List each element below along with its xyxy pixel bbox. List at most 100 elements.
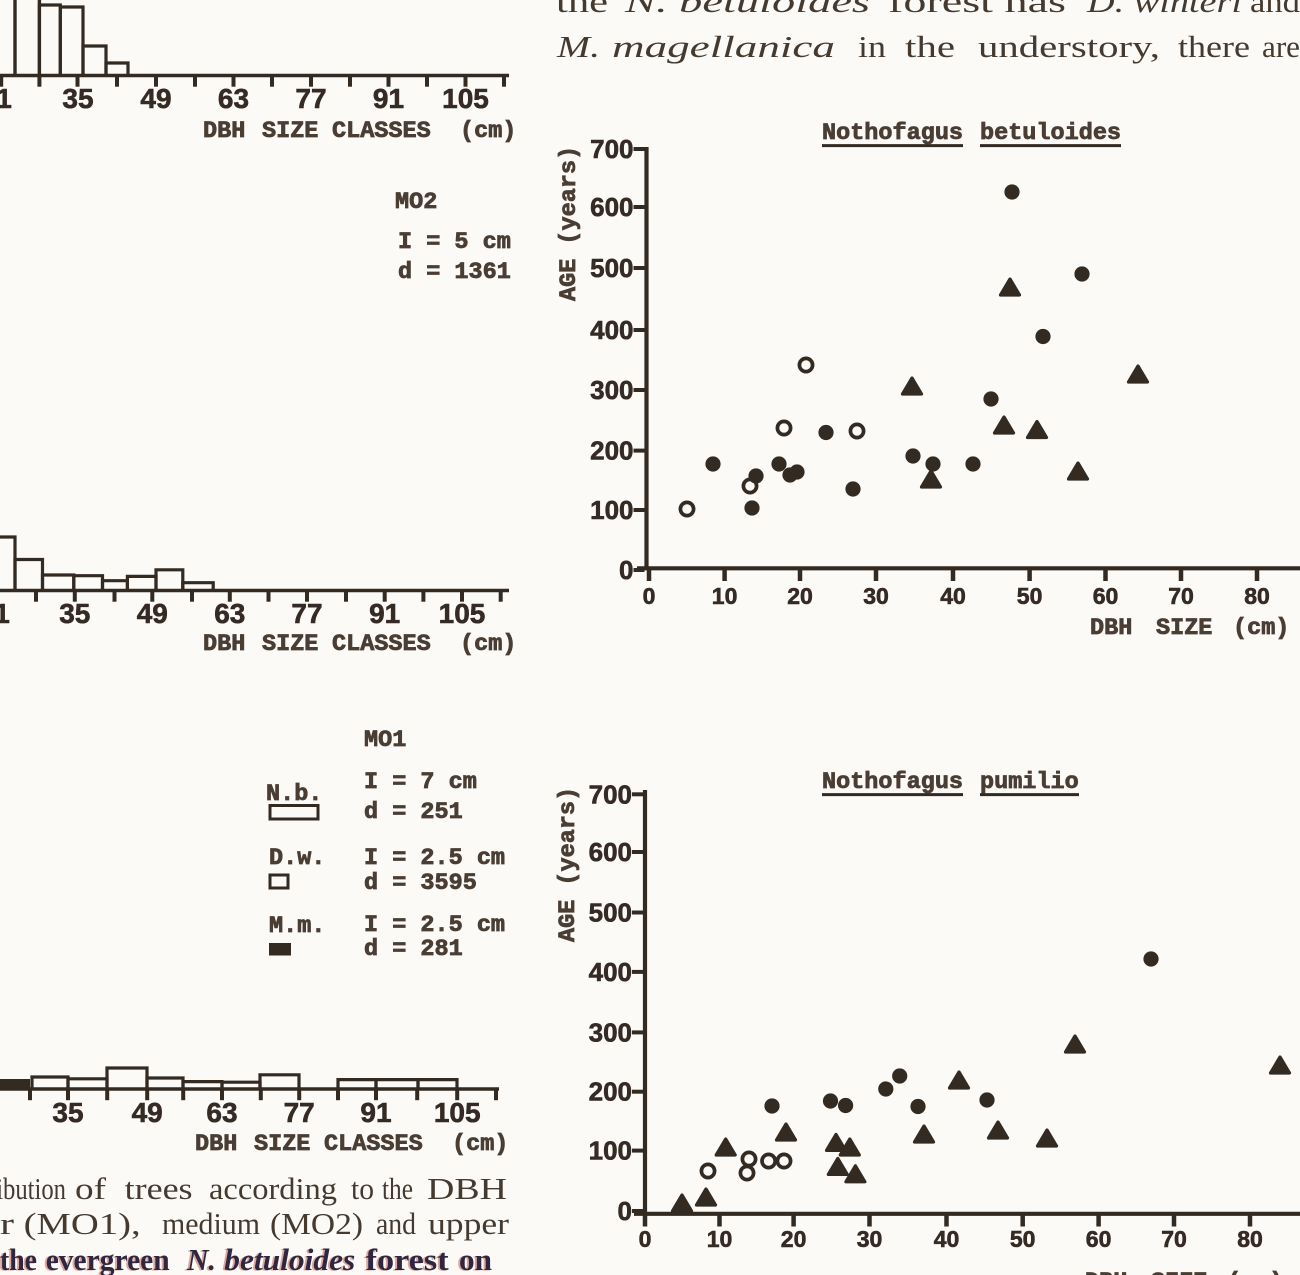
svg-text:CLASSES: CLASSES	[324, 1131, 423, 1158]
svg-text:pumilio: pumilio	[980, 769, 1079, 796]
svg-text:d = 251: d = 251	[364, 799, 463, 826]
svg-text:evergreen: evergreen	[46, 1242, 170, 1275]
svg-text:N.: N.	[184, 1243, 214, 1275]
svg-text:CLASSES: CLASSES	[332, 118, 431, 145]
svg-text:SIZE: SIZE	[1156, 615, 1212, 642]
svg-text:10: 10	[707, 1226, 733, 1252]
svg-text:SIZE: SIZE	[262, 631, 318, 658]
svg-text:600: 600	[589, 837, 632, 867]
svg-text:I = 2.5 cm: I = 2.5 cm	[364, 845, 505, 872]
svg-text:I = 5 cm: I = 5 cm	[398, 229, 511, 256]
svg-text:DBH: DBH	[203, 118, 245, 145]
svg-text:105: 105	[439, 598, 486, 629]
svg-text:0: 0	[619, 555, 633, 585]
svg-text:60: 60	[1086, 1226, 1112, 1252]
svg-text:63: 63	[214, 598, 245, 629]
svg-text:91: 91	[369, 598, 400, 629]
svg-text:60: 60	[1093, 583, 1119, 609]
svg-text:AGE (years): AGE (years)	[555, 787, 582, 942]
svg-text:30: 30	[857, 1226, 883, 1252]
svg-text:63: 63	[206, 1097, 237, 1128]
svg-text:MO1: MO1	[364, 727, 406, 754]
svg-text:91: 91	[360, 1097, 391, 1128]
svg-text:80: 80	[1244, 583, 1270, 609]
svg-text:N.b.: N.b.	[266, 781, 322, 808]
svg-text:in: in	[858, 29, 887, 64]
svg-text:I = 7 cm: I = 7 cm	[364, 769, 477, 796]
svg-text:91: 91	[373, 83, 404, 114]
svg-text:200: 200	[589, 1077, 632, 1107]
svg-text:300: 300	[589, 1017, 632, 1047]
svg-text:CLASSES: CLASSES	[332, 631, 431, 658]
svg-text:d = 281: d = 281	[364, 936, 463, 963]
svg-text:the: the	[556, 0, 608, 19]
svg-text:0: 0	[639, 1226, 652, 1252]
svg-text:70: 70	[1161, 1226, 1187, 1252]
svg-text:500: 500	[590, 253, 633, 283]
svg-text:N.: N.	[186, 1242, 216, 1275]
svg-text:77: 77	[291, 598, 322, 629]
svg-text:D.w.: D.w.	[269, 845, 325, 872]
svg-text:forest has: forest has	[888, 0, 1066, 19]
svg-text:according: according	[209, 1171, 337, 1206]
svg-text:M.m.: M.m.	[269, 913, 325, 940]
svg-text:AGE (years): AGE (years)	[556, 146, 583, 301]
svg-text:105: 105	[442, 83, 489, 114]
svg-text:100: 100	[590, 495, 633, 525]
svg-text:77: 77	[295, 83, 326, 114]
svg-text:of: of	[75, 1171, 107, 1206]
svg-text:SIZE: SIZE	[1151, 1269, 1207, 1275]
svg-text:35: 35	[52, 1097, 83, 1128]
svg-text:SIZE: SIZE	[262, 118, 318, 145]
svg-text:400: 400	[590, 315, 633, 345]
svg-text:63: 63	[218, 83, 249, 114]
svg-text:(MO2): (MO2)	[270, 1206, 363, 1241]
svg-text:35: 35	[59, 598, 90, 629]
svg-text:50: 50	[1017, 583, 1043, 609]
svg-text:evergreen: evergreen	[44, 1243, 168, 1275]
svg-text:betuloides: betuloides	[222, 1243, 353, 1275]
svg-text:forest: forest	[364, 1243, 448, 1275]
svg-text:40: 40	[940, 583, 966, 609]
svg-text:300: 300	[590, 375, 633, 405]
svg-text:700: 700	[590, 134, 633, 164]
svg-text:400: 400	[589, 957, 632, 987]
svg-text:there: there	[1178, 29, 1250, 64]
svg-text:the: the	[0, 1242, 37, 1275]
svg-text:200: 200	[590, 436, 633, 466]
svg-text:500: 500	[589, 898, 632, 928]
svg-text:d = 3595: d = 3595	[364, 870, 477, 897]
svg-text:the: the	[0, 1243, 35, 1275]
svg-text:0: 0	[643, 583, 656, 609]
svg-text:on: on	[457, 1243, 490, 1275]
svg-text:49: 49	[137, 598, 168, 629]
svg-text:r: r	[0, 1206, 15, 1241]
svg-text:the: the	[382, 1171, 413, 1206]
svg-text:40: 40	[934, 1226, 960, 1252]
svg-text:I = 2.5 cm: I = 2.5 cm	[364, 912, 505, 939]
svg-text:77: 77	[284, 1097, 315, 1128]
svg-text:M.: M.	[556, 29, 600, 64]
svg-text:105: 105	[434, 1097, 481, 1128]
svg-text:understory,: understory,	[978, 29, 1160, 64]
svg-text:DBH: DBH	[1090, 615, 1132, 642]
svg-text:trees: trees	[125, 1171, 193, 1206]
svg-text:1: 1	[0, 598, 10, 629]
svg-text:and: and	[376, 1206, 416, 1241]
svg-text:on: on	[459, 1242, 492, 1275]
svg-text:700: 700	[589, 779, 632, 809]
svg-text:Nothofagus: Nothofagus	[822, 769, 963, 796]
svg-text:Nothofagus: Nothofagus	[822, 120, 963, 147]
svg-text:are: are	[1262, 29, 1300, 64]
svg-text:30: 30	[863, 583, 889, 609]
svg-text:betuloides: betuloides	[980, 120, 1121, 147]
svg-text:(cm): (cm)	[452, 1131, 508, 1158]
svg-text:(cm): (cm)	[460, 631, 516, 658]
svg-text:medium: medium	[162, 1206, 260, 1241]
svg-text:DBH: DBH	[195, 1131, 237, 1158]
svg-text:MO2: MO2	[395, 189, 437, 216]
svg-text:1: 1	[0, 83, 12, 114]
svg-text:20: 20	[781, 1226, 807, 1252]
svg-text:and: and	[1250, 0, 1300, 19]
svg-text:100: 100	[589, 1136, 632, 1166]
